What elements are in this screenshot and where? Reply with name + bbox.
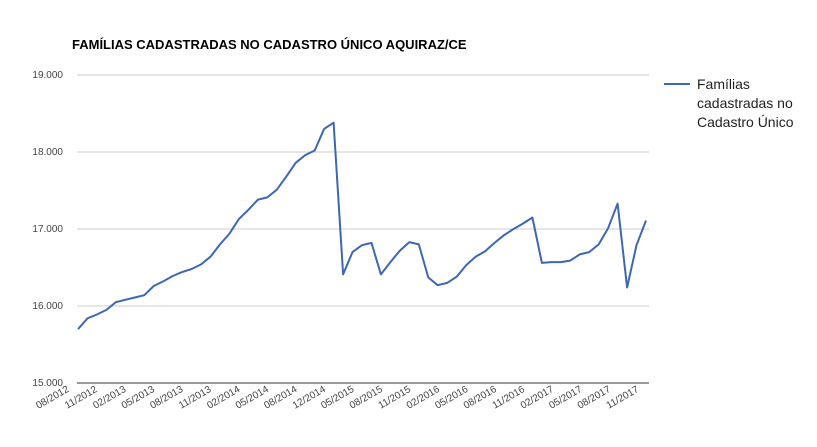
legend-swatch xyxy=(664,83,690,85)
y-tick-label: 19.000 xyxy=(32,70,63,81)
y-tick-label: 17.000 xyxy=(32,224,63,235)
legend-label: Famílias cadastradas no Cadastro Único xyxy=(697,76,794,130)
chart-title: FAMÍLIAS CADASTRADAS NO CADASTRO ÚNICO A… xyxy=(72,37,467,52)
y-tick-label: 18.000 xyxy=(32,147,63,158)
series-layer xyxy=(77,121,647,330)
y-axis-ticks: 15.000 16.000 17.000 18.000 19.000 xyxy=(32,70,63,389)
series-line xyxy=(77,121,647,330)
x-axis-ticks: 08/201211/201202/201305/201308/201311/20… xyxy=(34,384,641,412)
gridlines xyxy=(77,74,649,384)
y-tick-label: 15.000 xyxy=(32,378,63,389)
x-tick-label: 11/2017 xyxy=(605,384,642,411)
y-tick-label: 16.000 xyxy=(32,301,63,312)
